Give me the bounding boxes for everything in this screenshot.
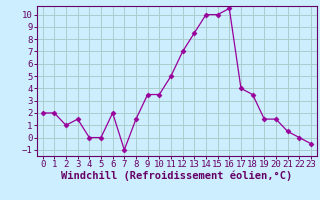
X-axis label: Windchill (Refroidissement éolien,°C): Windchill (Refroidissement éolien,°C) — [61, 171, 292, 181]
